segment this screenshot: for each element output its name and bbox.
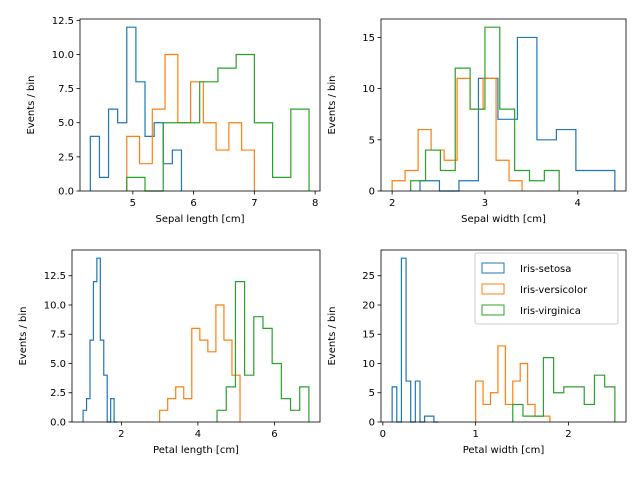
- y-tick-label: 20: [362, 300, 375, 311]
- x-tick-label: 5: [130, 198, 136, 209]
- y-tick-label: 0: [369, 418, 375, 429]
- histogram-panel: 2 3 4 0 5 10 15 Sepal width [cm] Events / bin: [327, 18, 627, 225]
- series-step-virginica: [512, 357, 616, 422]
- y-tick-label: 15: [362, 330, 375, 341]
- y-tick-label: 7.5: [50, 330, 66, 341]
- y-tick-label: 12.5: [44, 271, 66, 282]
- y-tick-label: 5: [369, 135, 375, 146]
- axes-frame: [380, 249, 627, 423]
- x-axis-label: Petal length [cm]: [153, 445, 239, 456]
- legend-swatch-versicolor: [481, 283, 505, 295]
- y-tick-label: 10.0: [52, 50, 74, 61]
- legend-frame: [474, 252, 619, 325]
- legend-swatch-virginica: [481, 304, 505, 316]
- x-tick-label: 1: [472, 429, 478, 440]
- histogram-panel: 5 6 7 8 0.0 2.5 5.0 7.5 10.0 12.5 Sepal length [cm…: [26, 16, 321, 225]
- axes-frame: [380, 18, 627, 192]
- y-axis-label: Events / bin: [18, 306, 29, 365]
- y-tick-label: 25: [362, 271, 375, 282]
- x-tick-label: 2: [118, 429, 124, 440]
- axes-frame: [79, 18, 321, 192]
- y-tick-label: 10: [362, 84, 375, 95]
- series-step-virginica: [216, 280, 310, 422]
- x-tick-label: 2: [565, 429, 571, 440]
- x-tick-label: 2: [389, 198, 395, 209]
- series-step-setosa: [419, 36, 616, 192]
- x-tick-label: 8: [312, 198, 318, 209]
- x-axis-label: Sepal width [cm]: [461, 214, 546, 225]
- y-tick-label: 0: [369, 187, 375, 198]
- y-tick-label: 5.0: [58, 118, 74, 129]
- y-axis-label: Events / bin: [327, 306, 338, 365]
- x-tick-label: 4: [575, 198, 581, 209]
- y-tick-label: 0.0: [50, 418, 66, 429]
- legend-label-versicolor: Iris-versicolor: [520, 285, 588, 296]
- x-axis-label: Petal width [cm]: [463, 445, 545, 456]
- series-step-setosa: [89, 26, 183, 191]
- legend-label-virginica: Iris-virginica: [520, 306, 581, 317]
- y-axis-label: Events / bin: [327, 75, 338, 134]
- y-axis-label: Events / bin: [26, 75, 37, 134]
- x-tick-label: 6: [271, 429, 277, 440]
- series-step-setosa: [82, 257, 118, 423]
- legend-swatch-setosa: [481, 262, 505, 274]
- y-tick-label: 2.5: [50, 388, 66, 399]
- x-tick-label: 0: [380, 429, 386, 440]
- x-tick-label: 4: [195, 429, 201, 440]
- series-step-versicolor: [159, 304, 241, 422]
- x-tick-label: 7: [251, 198, 257, 209]
- x-tick-label: 3: [482, 198, 488, 209]
- series-step-setosa: [391, 257, 439, 423]
- y-tick-label: 12.5: [52, 16, 74, 27]
- histogram-panel: 2 4 6 0.0 2.5 5.0 7.5 10.0 12.5 Petal length [cm]…: [18, 249, 321, 456]
- y-tick-label: 5: [369, 388, 375, 399]
- series-step-virginica: [410, 26, 560, 191]
- series-step-versicolor: [126, 53, 255, 191]
- legend: Iris-setosa Iris-versicolor Iris-virgini…: [474, 252, 619, 325]
- y-tick-label: 10: [362, 359, 375, 370]
- legend-label-setosa: Iris-setosa: [520, 264, 571, 275]
- y-tick-label: 0.0: [58, 187, 74, 198]
- x-axis-label: Sepal length [cm]: [155, 214, 244, 225]
- y-tick-label: 10.0: [44, 300, 66, 311]
- axes-frame: [71, 249, 321, 423]
- x-tick-label: 6: [190, 198, 196, 209]
- y-tick-label: 7.5: [58, 84, 74, 95]
- series-step-versicolor: [391, 77, 523, 191]
- y-tick-label: 2.5: [58, 152, 74, 163]
- y-tick-label: 5.0: [50, 359, 66, 370]
- y-tick-label: 15: [362, 33, 375, 44]
